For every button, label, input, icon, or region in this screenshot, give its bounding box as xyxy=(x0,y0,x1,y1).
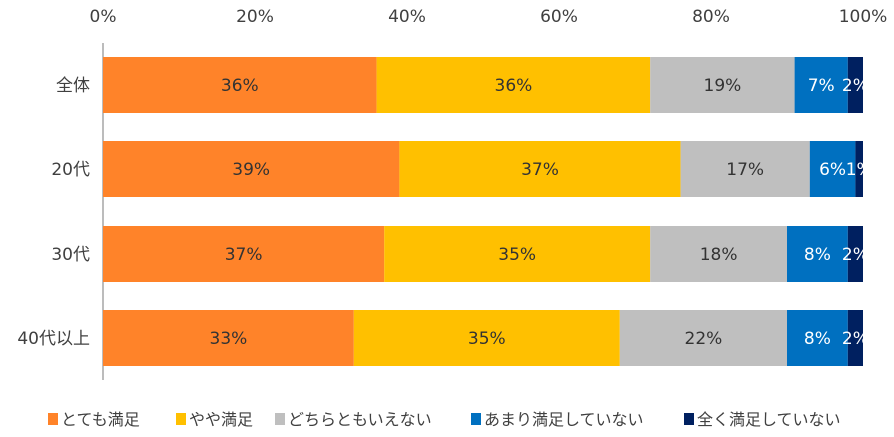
bar-segment xyxy=(847,226,863,282)
legend-swatch xyxy=(176,413,186,425)
data-label: 19% xyxy=(704,76,742,96)
bar-segment xyxy=(384,226,651,282)
bar-segment xyxy=(650,226,787,282)
x-tick-label: 100% xyxy=(839,7,888,27)
data-label: 37% xyxy=(225,245,263,265)
legend-label: やや満足 xyxy=(189,410,253,429)
bar-segment xyxy=(787,226,848,282)
legend-swatch xyxy=(275,413,285,425)
category-label: 30代 xyxy=(51,245,90,265)
category-label: 全体 xyxy=(56,76,90,96)
legend-label: どちらともいえない xyxy=(288,410,432,429)
data-label: 2% xyxy=(842,329,869,349)
data-label: 8% xyxy=(804,245,831,265)
bar-segment xyxy=(847,57,863,113)
x-tick-label: 20% xyxy=(236,7,274,27)
bar-segment xyxy=(809,141,856,197)
bar-segment xyxy=(399,141,681,197)
data-label: 7% xyxy=(808,76,835,96)
legend-label: あまり満足していない xyxy=(484,410,644,429)
bars xyxy=(103,57,863,366)
x-tick-label: 40% xyxy=(388,7,426,27)
data-label: 2% xyxy=(842,245,869,265)
bar-segment xyxy=(794,57,848,113)
data-label: 35% xyxy=(468,329,506,349)
legend-label: 全く満足していない xyxy=(697,410,841,429)
data-label: 37% xyxy=(521,160,559,180)
x-tick-label: 0% xyxy=(90,7,117,27)
bar-segment xyxy=(847,310,863,366)
data-labels: 36% 36% 19% 7% 2% 39% 37% 17% 6% 1% 37% 35% 18% 8% 2% 3… xyxy=(210,76,873,349)
bar-segment xyxy=(353,310,620,366)
data-label: 6% xyxy=(819,160,846,180)
data-label: 33% xyxy=(210,329,248,349)
data-label: 2% xyxy=(842,76,869,96)
data-label: 35% xyxy=(498,245,536,265)
legend-swatch xyxy=(48,413,58,425)
x-tick-label: 80% xyxy=(692,7,730,27)
bar-segment xyxy=(855,141,863,197)
bar-segment xyxy=(103,57,377,113)
data-label: 1% xyxy=(846,160,873,180)
data-label: 39% xyxy=(232,160,270,180)
data-label: 36% xyxy=(495,76,533,96)
bar-segment xyxy=(680,141,810,197)
data-label: 36% xyxy=(221,76,259,96)
bar-segment xyxy=(103,141,400,197)
bar-segment xyxy=(619,310,787,366)
data-label: 18% xyxy=(700,245,738,265)
bar-segment xyxy=(376,57,651,113)
legend: とても満足 やや満足 どちらともいえない あまり満足していない 全く満足していない xyxy=(48,410,841,429)
legend-label: とても満足 xyxy=(61,410,140,429)
category-label: 40代以上 xyxy=(17,329,90,349)
legend-swatch xyxy=(684,413,694,425)
category-label: 20代 xyxy=(51,160,90,180)
legend-swatch xyxy=(471,413,481,425)
bar-segment xyxy=(787,310,848,366)
category-labels: 全体 20代 30代 40代以上 xyxy=(17,76,90,349)
bar-segment xyxy=(103,310,354,366)
bar-segment xyxy=(650,57,795,113)
x-tick-label: 60% xyxy=(540,7,578,27)
data-label: 22% xyxy=(685,329,723,349)
bar-segment xyxy=(103,226,385,282)
data-label: 8% xyxy=(804,329,831,349)
x-axis-ticks: 0% 20% 40% 60% 80% 100% xyxy=(90,7,888,27)
data-label: 17% xyxy=(726,160,764,180)
